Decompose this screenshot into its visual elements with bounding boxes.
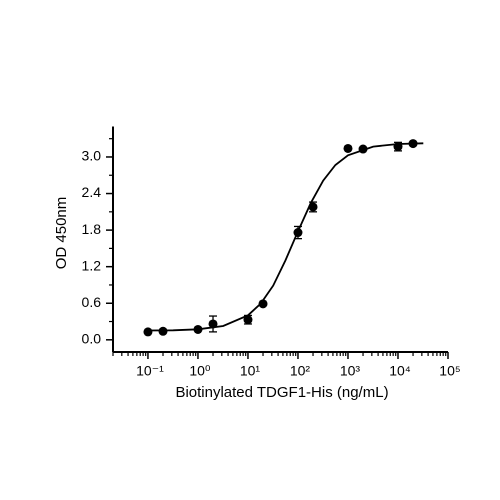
- y-axis-title: OD 450nm: [53, 197, 70, 270]
- fit-curve: [147, 142, 424, 332]
- x-tick-label: 10⁰: [189, 363, 211, 379]
- data-point: [343, 143, 353, 153]
- data-point: [293, 228, 303, 238]
- y-tick-label: 0.6: [82, 294, 102, 310]
- x-tick-label: 10¹: [240, 363, 261, 379]
- x-tick-label: 10⁻¹: [136, 363, 164, 379]
- y-tick-label: 2.4: [82, 184, 102, 200]
- y-tick-label: 0.0: [82, 331, 102, 347]
- data-point: [208, 319, 218, 329]
- x-tick-label: 10⁵: [439, 363, 460, 379]
- x-axis-title: Biotinylated TDGF1-His (ng/mL): [175, 384, 388, 401]
- y-tick-label: 1.8: [82, 221, 102, 237]
- x-tick-label: 10³: [340, 363, 361, 379]
- data-point: [308, 202, 318, 212]
- y-tick-label: 1.2: [82, 257, 102, 273]
- x-tick-label: 10⁴: [389, 363, 411, 379]
- data-point: [193, 324, 203, 334]
- y-tick-label: 3.0: [82, 148, 102, 164]
- x-tick-label: 10²: [290, 363, 311, 379]
- data-point: [258, 299, 268, 309]
- data-point: [158, 326, 168, 336]
- data-point: [243, 315, 253, 325]
- data-point: [393, 142, 403, 152]
- data-point: [408, 139, 418, 149]
- data-point: [358, 144, 368, 154]
- data-point: [143, 327, 153, 337]
